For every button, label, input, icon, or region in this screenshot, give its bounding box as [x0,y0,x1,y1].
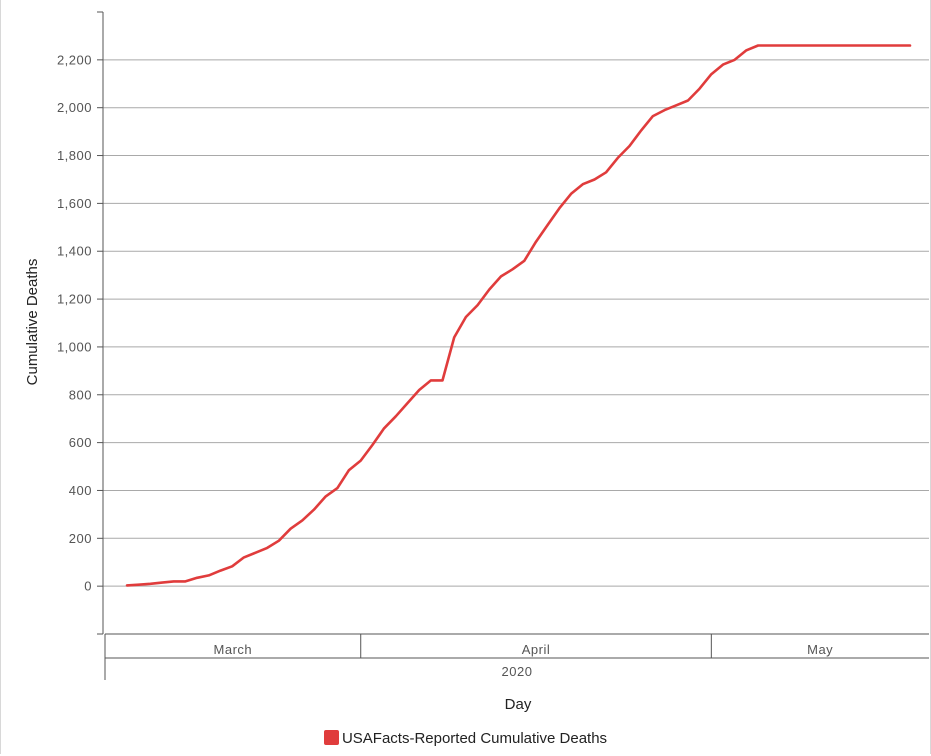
grid-lines [103,59,929,587]
y-tick-label: 1,200 [57,292,92,307]
y-tick-label: 800 [69,387,92,402]
x-axis-title: Day [505,696,532,713]
legend: USAFacts-Reported Cumulative Deaths [0,730,931,747]
legend-label: USAFacts-Reported Cumulative Deaths [341,730,608,747]
month-label: May [807,642,833,657]
y-tick-label: 400 [69,483,92,498]
x-axis: March April May 2020 [104,633,929,680]
y-axis-title: Cumulative Deaths [24,259,41,386]
y-tick-label: 2,200 [57,52,92,67]
y-tick-label: 0 [84,579,92,594]
y-tick-label: 1,400 [57,244,92,259]
series-line [125,44,912,587]
y-axis: 0 200 400 600 800 1,000 1,200 1,400 1,600 1,800 2,… [57,11,104,635]
month-label: April [522,642,551,657]
y-tick-label: 2,000 [57,100,92,115]
year-label: 2020 [502,664,533,679]
y-tick-label: 600 [69,435,92,450]
month-label: March [214,642,253,657]
y-tick-label: 1,800 [57,148,92,163]
y-tick-label: 1,000 [57,339,92,354]
series-group [125,44,912,587]
legend-swatch [323,730,339,745]
y-tick-label: 1,600 [57,196,92,211]
y-tick-label: 200 [69,531,92,546]
